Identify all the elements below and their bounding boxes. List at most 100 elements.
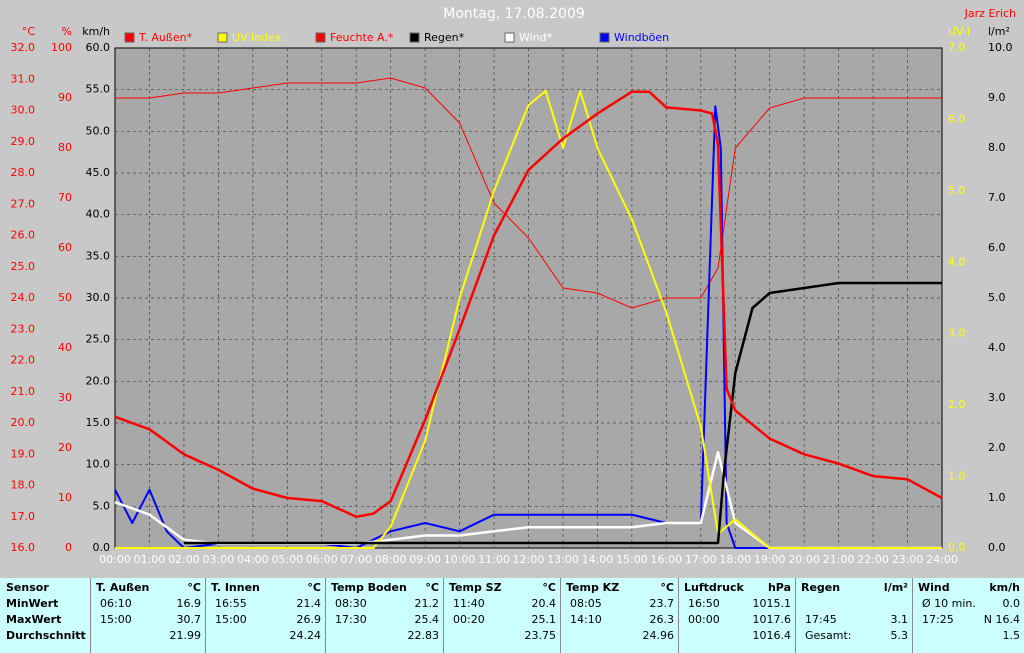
y-tick-label: 50.0 [86,124,111,137]
axis-unit: l/m² [988,25,1010,38]
cell-value: 24.24 [289,629,322,642]
group-name: Regen [801,581,841,594]
cell-value: 22.83 [407,629,440,642]
y-tick-label: 20.0 [86,374,111,387]
x-tick-label: 22:00 [857,553,889,566]
y-tick-label: 20 [58,441,72,454]
y-tick-label: 40 [58,341,72,354]
separator [560,578,561,653]
group-name: Temp Boden [331,581,407,594]
y-tick-label: 6.0 [988,241,1006,254]
group-name: Temp KZ [566,581,620,594]
chart-title: Montag, 17.08.2009 [443,6,585,22]
x-tick-label: 02:00 [168,553,200,566]
group-name: Wind [918,581,950,594]
cell-time: 15:00 [100,613,132,626]
y-tick-label: 7.0 [948,41,966,54]
y-tick-label: 0.0 [988,541,1006,554]
group-unit: °C [542,581,556,594]
y-tick-label: 16.0 [11,541,36,554]
cell-value: 20.4 [531,597,557,610]
row-label: Durchschnitt [6,629,86,642]
axis-unit: °C [22,25,36,38]
author: Jarz Erich [964,7,1016,20]
x-tick-label: 01:00 [134,553,166,566]
x-tick-label: 14:00 [582,553,614,566]
cell-time: 15:00 [215,613,247,626]
y-tick-label: 10.0 [988,41,1013,54]
chart: Montag, 17.08.2009 Jarz Erich °C 16.0 17.0… [11,6,1017,566]
cell-value: 26.3 [649,613,675,626]
group-name: T. Außen [96,581,150,594]
x-tick-label: 20:00 [788,553,820,566]
y-tick-label: 7.0 [988,191,1006,204]
y-tick-label: 29.0 [11,135,36,148]
group-unit: °C [307,581,321,594]
x-tick-label: 08:00 [375,553,407,566]
legend-label: Regen* [424,31,465,44]
y-tick-label: 3.0 [988,391,1006,404]
x-tick-label: 03:00 [203,553,235,566]
group-unit: hPa [767,581,791,594]
cell-time: 00:20 [453,613,485,626]
y-tick-label: 0.0 [948,541,966,554]
x-tick-label: 23:00 [892,553,924,566]
y-tick-label: 25.0 [86,333,111,346]
x-tick-label: 05:00 [271,553,303,566]
y-tick-label: 30.0 [86,291,111,304]
group-name: Luftdruck [684,581,744,594]
cell-time: 06:10 [100,597,132,610]
cell-time: 14:10 [570,613,602,626]
y-tick-label: 40.0 [86,208,111,221]
cell-value: 25.4 [414,613,440,626]
y-tick-label: 45.0 [86,166,111,179]
cell-value: 24.96 [642,629,675,642]
group-name: T. Innen [211,581,260,594]
cell-value: 5.3 [890,629,909,642]
cell-time: 08:05 [570,597,602,610]
y-tick-label: 35.0 [86,249,111,262]
x-tick-label: 12:00 [513,553,545,566]
x-tick-label: 18:00 [719,553,751,566]
legend-swatch [504,32,515,43]
cell-time: 11:40 [453,597,485,610]
y-tick-label: 27.0 [11,197,36,210]
cell-value: 21.2 [414,597,440,610]
y-tick-label: 5.0 [948,184,966,197]
y-tick-label: 55.0 [86,83,111,96]
y-tick-label: 23.0 [11,322,36,335]
series-line [115,89,942,549]
separator [90,578,91,653]
cell-time: 17:45 [805,613,837,626]
row-label: MinWert [6,597,59,610]
x-tick-label: 10:00 [444,553,476,566]
group-unit: °C [425,581,439,594]
legend-swatch [124,32,135,43]
legend-swatch [599,32,610,43]
y-tick-label: 32.0 [11,41,36,54]
cell-time: Gesamt: [805,629,852,642]
series-line [183,281,942,545]
y-tick-label: 100 [51,41,72,54]
y-tick-label: 60.0 [86,41,111,54]
y-tick-label: 6.0 [948,112,966,125]
cell-time: 17:30 [335,613,367,626]
cell-time: 17:25 [922,613,954,626]
legend-label: T. Außen* [138,31,193,44]
x-tick-label: 04:00 [237,553,269,566]
cell-value: 26.9 [296,613,322,626]
y-tick-label: 80 [58,141,72,154]
y-tick-label: 2.0 [948,398,966,411]
y-tick-label: 30 [58,391,72,404]
y-tick-label: 28.0 [11,166,36,179]
legend-label: Windböen [614,31,669,44]
cell-time: 00:00 [688,613,720,626]
y-tick-label: 90 [58,91,72,104]
x-tick-label: 07:00 [340,553,372,566]
cell-value: 21.99 [169,629,202,642]
x-tick-label: 00:00 [99,553,131,566]
cell-value: 16.9 [176,597,202,610]
y-tick-label: 0 [65,541,72,554]
stats-table: Sensor MinWert MaxWert Durchschnitt T. Außen… [0,578,1024,653]
cell-value: 1017.6 [752,613,792,626]
